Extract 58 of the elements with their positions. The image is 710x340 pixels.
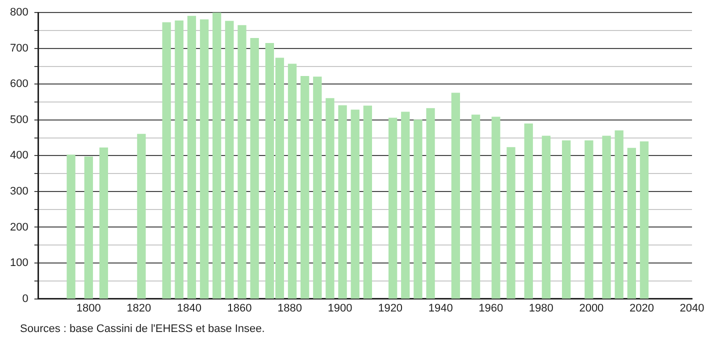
bar [492, 116, 500, 299]
bar [225, 20, 234, 299]
bar [66, 154, 76, 299]
bar [238, 25, 246, 299]
x-tick-label: 1800 [76, 302, 101, 314]
x-tick-label: 2040 [680, 302, 704, 314]
bar [584, 140, 594, 299]
bar [640, 141, 649, 299]
x-tick-label: 2000 [579, 302, 604, 314]
bar [326, 98, 334, 299]
bar [288, 64, 297, 299]
bar [451, 92, 460, 299]
y-tick-label: 100 [10, 257, 28, 270]
bar [363, 106, 372, 299]
y-tick-label: 500 [10, 114, 28, 126]
bar [562, 140, 571, 299]
bar [614, 130, 624, 299]
y-tick-label: 0 [22, 292, 28, 305]
bar [300, 76, 310, 299]
bar [401, 112, 410, 299]
bar [506, 147, 516, 299]
bar [602, 136, 611, 299]
bar [174, 20, 184, 299]
bar [212, 12, 222, 299]
bar [471, 114, 480, 299]
y-tick-label: 200 [10, 221, 28, 234]
bar [542, 136, 551, 299]
x-tick-label: 1940 [428, 302, 453, 314]
bar [426, 108, 435, 299]
bar [524, 124, 533, 299]
y-tick-label: 800 [10, 6, 28, 19]
bar [338, 105, 347, 299]
bar [313, 76, 322, 299]
bar [250, 38, 259, 299]
y-tick-label: 700 [10, 42, 28, 54]
x-tick-label: 1920 [378, 302, 403, 314]
x-tick-label: 2020 [629, 302, 654, 314]
bar [99, 148, 108, 299]
bar [350, 110, 360, 299]
bar [627, 148, 636, 299]
bar [388, 118, 398, 299]
bar [162, 22, 171, 299]
y-tick-label: 400 [10, 150, 28, 162]
x-tick-label: 1880 [278, 302, 302, 314]
source-note: Sources : base Cassini de l'EHESS et base Insee. [20, 323, 265, 335]
bar [187, 16, 196, 299]
x-tick-label: 1860 [227, 302, 252, 314]
x-tick-label: 1820 [126, 302, 152, 314]
x-tick-label: 1840 [176, 302, 202, 314]
x-tick-label: 1960 [478, 302, 504, 314]
y-tick-label: 300 [10, 186, 28, 198]
bar [200, 19, 209, 299]
y-tick-label: 600 [10, 78, 28, 90]
x-tick-label: 1900 [328, 302, 352, 314]
x-tick-label: 1980 [528, 302, 554, 314]
bar [137, 134, 146, 299]
bar [414, 120, 422, 299]
bar [84, 156, 93, 299]
